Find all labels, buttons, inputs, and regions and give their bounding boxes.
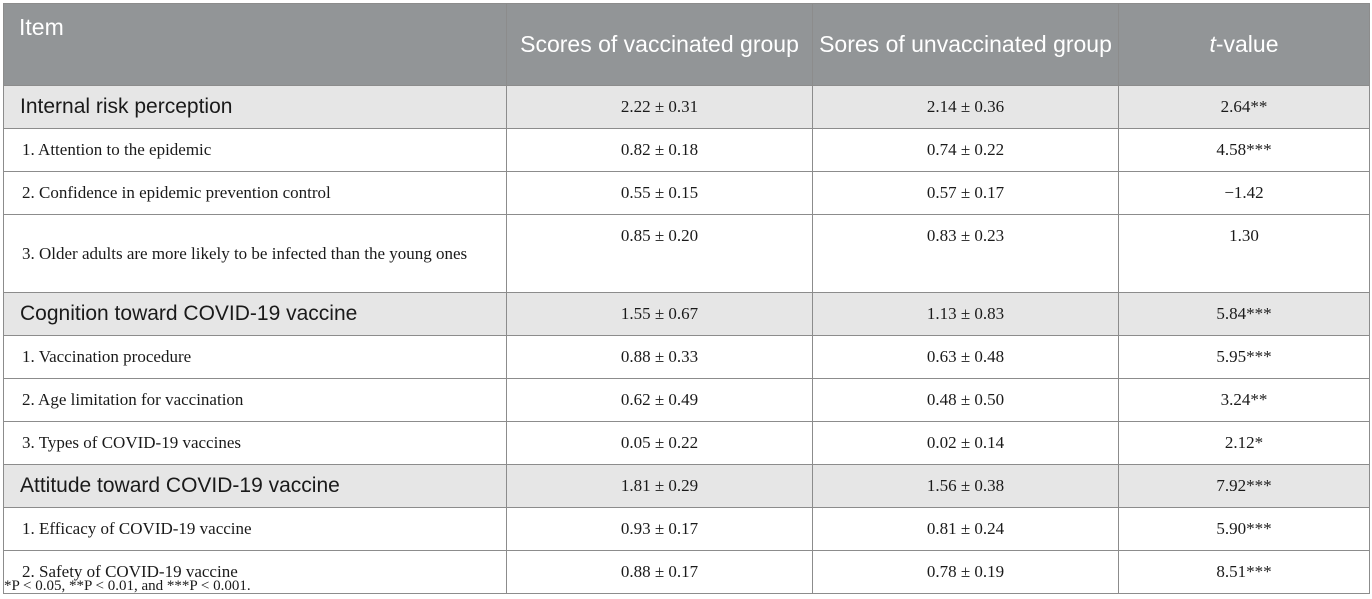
table-row: 1. Attention to the epidemic 0.82 ± 0.18… [3, 128, 1370, 172]
table-row: 1. Efficacy of COVID-19 vaccine 0.93 ± 0… [3, 507, 1370, 551]
section-row: Internal risk perception 2.22 ± 0.31 2.1… [3, 85, 1370, 129]
table-footnote: *P < 0.05, **P < 0.01, and ***P < 0.001. [4, 578, 251, 594]
section-vaccinated: 1.55 ± 0.67 [506, 292, 813, 336]
item-t-value: −1.42 [1118, 171, 1370, 215]
item-label: 2. Confidence in epidemic prevention con… [3, 171, 507, 215]
item-unvaccinated: 0.63 ± 0.48 [812, 335, 1119, 379]
section-row: Attitude toward COVID-19 vaccine 1.81 ± … [3, 464, 1370, 508]
item-vaccinated: 0.55 ± 0.15 [506, 171, 813, 215]
header-t-value: t-value [1118, 3, 1370, 86]
header-unvaccinated: Sores of unvaccinated group [812, 3, 1119, 86]
section-unvaccinated: 1.13 ± 0.83 [812, 292, 1119, 336]
section-t-value: 5.84*** [1118, 292, 1370, 336]
section-title: Internal risk perception [3, 85, 507, 129]
item-vaccinated: 0.93 ± 0.17 [506, 507, 813, 551]
item-vaccinated: 0.05 ± 0.22 [506, 421, 813, 465]
section-vaccinated: 2.22 ± 0.31 [506, 85, 813, 129]
item-unvaccinated: 0.57 ± 0.17 [812, 171, 1119, 215]
item-unvaccinated: 0.81 ± 0.24 [812, 507, 1119, 551]
section-row: Cognition toward COVID-19 vaccine 1.55 ±… [3, 292, 1370, 336]
item-t-value: 5.90*** [1118, 507, 1370, 551]
header-item: Item [3, 3, 507, 86]
item-vaccinated: 0.88 ± 0.17 [506, 550, 813, 594]
item-label: 1. Vaccination procedure [3, 335, 507, 379]
table-row: 2. Safety of COVID-19 vaccine 0.88 ± 0.1… [3, 550, 1370, 594]
section-unvaccinated: 2.14 ± 0.36 [812, 85, 1119, 129]
item-label: 3. Types of COVID-19 vaccines [3, 421, 507, 465]
item-vaccinated: 0.62 ± 0.49 [506, 378, 813, 422]
section-t-value: 2.64** [1118, 85, 1370, 129]
table-row: 3. Older adults are more likely to be in… [3, 214, 1370, 293]
table-row: 2. Confidence in epidemic prevention con… [3, 171, 1370, 215]
item-t-value: 4.58*** [1118, 128, 1370, 172]
item-unvaccinated: 0.74 ± 0.22 [812, 128, 1119, 172]
table-row: 3. Types of COVID-19 vaccines 0.05 ± 0.2… [3, 421, 1370, 465]
table-header-row: Item Scores of vaccinated group Sores of… [3, 3, 1370, 86]
item-t-value: 8.51*** [1118, 550, 1370, 594]
item-label: 1. Attention to the epidemic [3, 128, 507, 172]
item-label: 2. Safety of COVID-19 vaccine [3, 550, 507, 594]
section-title: Cognition toward COVID-19 vaccine [3, 292, 507, 336]
header-t-rest: -value [1215, 31, 1279, 57]
item-t-value: 5.95*** [1118, 335, 1370, 379]
item-vaccinated: 0.88 ± 0.33 [506, 335, 813, 379]
table-row: 2. Age limitation for vaccination 0.62 ±… [3, 378, 1370, 422]
item-t-value: 1.30 [1118, 214, 1370, 293]
item-unvaccinated: 0.48 ± 0.50 [812, 378, 1119, 422]
item-label: 1. Efficacy of COVID-19 vaccine [3, 507, 507, 551]
results-table: Item Scores of vaccinated group Sores of… [3, 3, 1370, 594]
section-vaccinated: 1.81 ± 0.29 [506, 464, 813, 508]
header-t-italic: t [1209, 31, 1216, 57]
item-vaccinated: 0.82 ± 0.18 [506, 128, 813, 172]
item-unvaccinated: 0.78 ± 0.19 [812, 550, 1119, 594]
section-t-value: 7.92*** [1118, 464, 1370, 508]
item-label: 3. Older adults are more likely to be in… [3, 214, 507, 293]
item-vaccinated: 0.85 ± 0.20 [506, 214, 813, 293]
header-vaccinated: Scores of vaccinated group [506, 3, 813, 86]
item-label: 2. Age limitation for vaccination [3, 378, 507, 422]
item-unvaccinated: 0.83 ± 0.23 [812, 214, 1119, 293]
item-t-value: 3.24** [1118, 378, 1370, 422]
section-title: Attitude toward COVID-19 vaccine [3, 464, 507, 508]
item-unvaccinated: 0.02 ± 0.14 [812, 421, 1119, 465]
results-table-container: Item Scores of vaccinated group Sores of… [3, 3, 1370, 594]
table-row: 1. Vaccination procedure 0.88 ± 0.33 0.6… [3, 335, 1370, 379]
item-t-value: 2.12* [1118, 421, 1370, 465]
section-unvaccinated: 1.56 ± 0.38 [812, 464, 1119, 508]
